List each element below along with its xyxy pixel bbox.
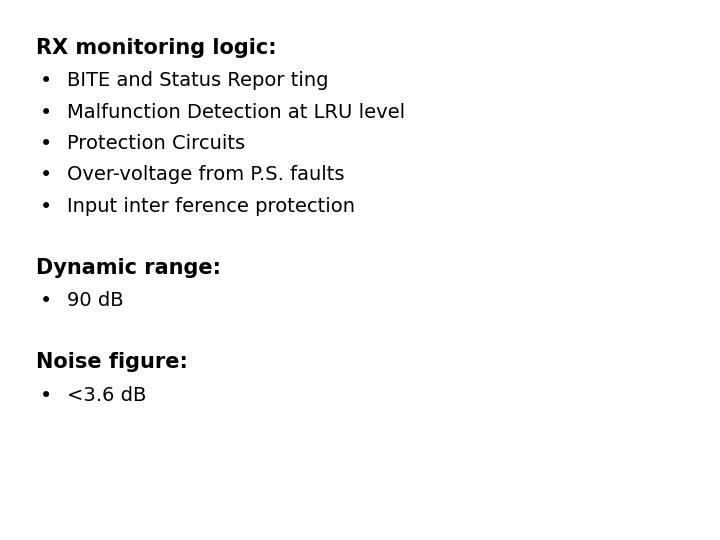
Text: Malfunction Detection at LRU level: Malfunction Detection at LRU level [67, 103, 405, 122]
Text: RX monitoring logic:: RX monitoring logic: [36, 38, 276, 58]
Text: •: • [40, 103, 52, 123]
Text: Over-voltage from P.S. faults: Over-voltage from P.S. faults [67, 165, 344, 184]
Text: •: • [40, 134, 52, 154]
Text: BITE and Status Repor ting: BITE and Status Repor ting [67, 71, 328, 90]
Text: •: • [40, 165, 52, 185]
Text: •: • [40, 291, 52, 311]
Text: Noise figure:: Noise figure: [36, 352, 188, 372]
Text: <3.6 dB: <3.6 dB [67, 386, 146, 404]
Text: •: • [40, 71, 52, 91]
Text: •: • [40, 197, 52, 217]
Text: Input inter ference protection: Input inter ference protection [67, 197, 355, 215]
Text: Dynamic range:: Dynamic range: [36, 258, 221, 278]
Text: •: • [40, 386, 52, 406]
Text: Protection Circuits: Protection Circuits [67, 134, 245, 153]
Text: 90 dB: 90 dB [67, 291, 124, 310]
